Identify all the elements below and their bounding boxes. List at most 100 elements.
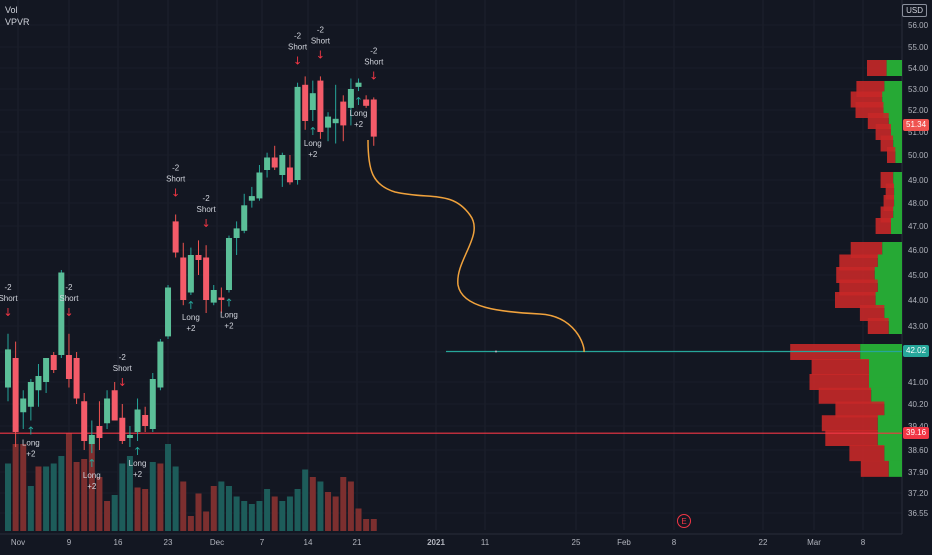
vpvr-bar-up xyxy=(877,279,902,296)
y-tick-label: 36.55 xyxy=(908,509,929,518)
volume-bar xyxy=(210,486,217,531)
x-tick-label: Feb xyxy=(617,538,631,547)
candle-body xyxy=(302,84,309,121)
candle-body xyxy=(172,221,179,253)
volume-bar xyxy=(370,519,377,531)
candle-body xyxy=(43,358,50,382)
long-signal-value: +2 xyxy=(308,150,318,159)
y-tick-label: 49.00 xyxy=(908,176,929,185)
volume-bar xyxy=(96,477,103,531)
x-tick-label: 25 xyxy=(572,538,581,547)
x-tick-label: 7 xyxy=(260,538,265,547)
vpvr-bar-down xyxy=(875,218,891,234)
vpvr-bar-up xyxy=(891,124,902,140)
long-arrow-icon: ↑ xyxy=(87,457,96,470)
vpvr-bar-up xyxy=(893,206,902,223)
volume-bar xyxy=(50,463,57,531)
candle-body xyxy=(347,89,354,108)
candle-body xyxy=(225,238,232,290)
volume-bar xyxy=(233,496,240,531)
vpvr-bar-down xyxy=(839,254,878,271)
x-tick-label: 22 xyxy=(759,538,768,547)
vpvr-bar-down xyxy=(850,242,883,258)
candle-body xyxy=(332,118,339,124)
candle-body xyxy=(340,101,347,126)
vpvr-bar-up xyxy=(875,292,902,308)
volume-bar xyxy=(27,486,34,531)
legend-vol[interactable]: Vol xyxy=(5,5,18,15)
x-tick-label: Mar xyxy=(807,538,821,547)
x-tick-label: 16 xyxy=(114,538,123,547)
long-signal-value: +2 xyxy=(87,482,97,491)
vpvr-bar-up xyxy=(882,242,902,258)
volume-bar xyxy=(58,456,65,531)
short-signal-label: Short xyxy=(0,294,18,303)
y-tick-label: 48.00 xyxy=(908,199,929,208)
short-signal-value: -2 xyxy=(172,164,180,173)
line-price-tag-39: 39.16 xyxy=(903,427,930,440)
vpvr-bar-down xyxy=(849,445,885,462)
candle-body xyxy=(203,257,210,300)
volume-bar xyxy=(65,433,72,531)
short-signal-value: -2 xyxy=(317,25,325,34)
long-signal-value: +2 xyxy=(186,324,196,333)
volume-bar xyxy=(20,444,27,531)
volume-bar xyxy=(264,489,271,531)
y-tick-label: 43.00 xyxy=(908,322,929,331)
volume-bar xyxy=(218,481,225,531)
candle-body xyxy=(88,435,95,444)
short-signal-label: Short xyxy=(311,36,331,45)
volume-bar xyxy=(180,481,187,531)
candle-body xyxy=(218,297,225,300)
vpvr-bar-up xyxy=(884,445,902,462)
volume-bar xyxy=(81,459,88,531)
candle-body xyxy=(370,99,377,137)
currency-badge[interactable]: USD xyxy=(902,4,927,17)
volume-bar xyxy=(187,516,194,531)
candle-body xyxy=(96,426,103,438)
candle-body xyxy=(81,401,88,441)
candle-body xyxy=(363,99,370,106)
volume-bar xyxy=(88,444,95,531)
short-arrow-icon: ↓ xyxy=(3,306,12,319)
y-tick-label: 44.00 xyxy=(908,296,929,305)
y-tick-label: 40.20 xyxy=(908,400,929,409)
candle-body xyxy=(126,435,133,438)
vpvr-bar-down xyxy=(818,387,872,404)
y-tick-label: 55.00 xyxy=(908,43,929,52)
candle-body xyxy=(27,382,34,407)
legend-vpvr[interactable]: VPVR xyxy=(5,17,30,27)
short-signal-value: -2 xyxy=(370,46,378,55)
candle-body xyxy=(210,290,217,303)
candle-body xyxy=(35,376,42,391)
candle-body xyxy=(50,355,57,370)
vpvr-bar-down xyxy=(811,359,869,375)
x-tick-label: 21 xyxy=(353,538,362,547)
long-signal-label: Long xyxy=(350,109,368,118)
candle-body xyxy=(241,205,248,231)
earnings-marker-icon[interactable]: E xyxy=(677,514,691,528)
candle-body xyxy=(73,358,80,399)
candle-body xyxy=(256,172,263,199)
vpvr-bar-up xyxy=(877,254,902,271)
candle-body xyxy=(279,155,286,175)
candle-body xyxy=(5,349,11,388)
long-arrow-icon: ↑ xyxy=(224,297,233,310)
vpvr-bar-down xyxy=(809,374,869,390)
volume-bar xyxy=(241,501,248,531)
y-tick-label: 37.90 xyxy=(908,468,929,477)
y-tick-label: 56.00 xyxy=(908,21,929,30)
price-dot xyxy=(495,350,497,353)
vpvr-bar-up xyxy=(877,430,902,446)
volume-bar xyxy=(325,492,332,531)
x-tick-label: 8 xyxy=(672,538,677,547)
vpvr-bar-up xyxy=(894,183,902,200)
candle-body xyxy=(233,228,240,238)
candle-body xyxy=(248,196,255,201)
volume-bar xyxy=(142,489,149,531)
volume-bar xyxy=(286,496,293,531)
y-tick-label: 51.00 xyxy=(908,128,929,137)
long-arrow-icon: ↑ xyxy=(354,95,363,108)
